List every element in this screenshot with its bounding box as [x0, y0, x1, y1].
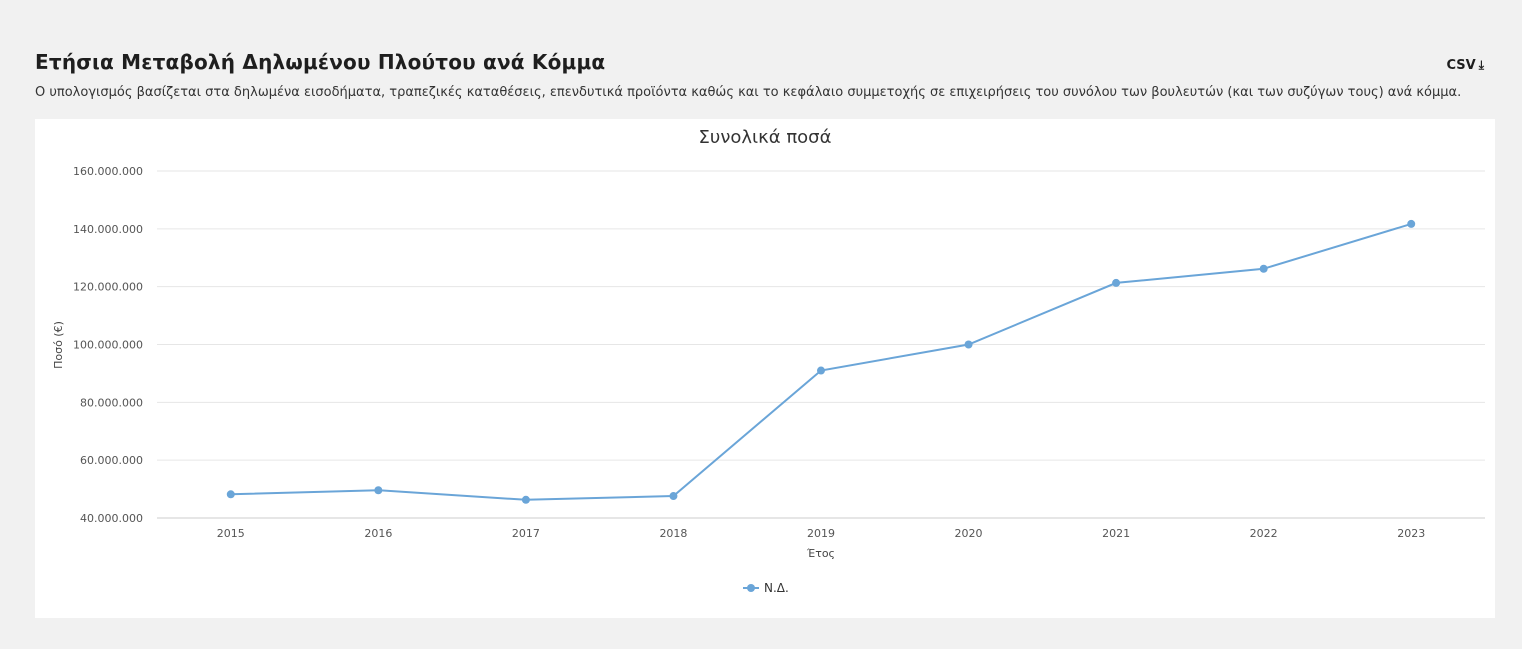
csv-download-button[interactable]: CSV ⤓ — [1446, 58, 1484, 73]
data-point — [817, 366, 825, 375]
page-title: Ετήσια Μεταβολή Δηλωμένου Πλούτου ανά Κό… — [35, 50, 606, 74]
y-axis-title: Ποσό (€) — [52, 321, 65, 369]
x-tick-label: 2022 — [1250, 527, 1278, 540]
y-tick-label: 60.000.000 — [80, 454, 143, 467]
data-point — [1407, 219, 1416, 228]
data-point — [521, 495, 530, 504]
y-tick-label: 120.000.000 — [73, 281, 143, 294]
csv-label: CSV — [1446, 58, 1476, 73]
chart-grid — [157, 170, 1485, 519]
data-point — [669, 492, 678, 501]
legend-label: Ν.Δ. — [764, 581, 789, 595]
x-axis: 2015 2016 2017 2018 2019 2020 2021 2022 2023 — [217, 527, 1425, 540]
chart-series — [226, 219, 1416, 504]
x-tick-label: 2017 — [512, 527, 540, 540]
chart-header: Ετήσια Μεταβολή Δηλωμένου Πλούτου ανά Κό… — [35, 50, 1490, 110]
y-tick-label: 80.000.000 — [80, 396, 143, 409]
download-icon: ⤓ — [1478, 58, 1484, 72]
y-tick-label: 40.000.000 — [80, 512, 143, 525]
x-tick-label: 2015 — [217, 527, 245, 540]
legend-point-marker — [747, 584, 755, 592]
chart-legend: Ν.Δ. — [743, 581, 789, 595]
line-chart: Συνολικά ποσά 40.000.000 60.000.000 80.000… — [52, 127, 1485, 595]
y-tick-label: 100.000.000 — [73, 339, 143, 352]
series-line — [230, 222, 1412, 501]
x-axis-title: Έτος — [806, 547, 835, 560]
chart-card: Συνολικά ποσά 40.000.000 60.000.000 80.000… — [35, 119, 1495, 618]
data-point — [226, 490, 235, 499]
x-tick-label: 2021 — [1102, 527, 1130, 540]
data-point — [374, 486, 383, 495]
x-tick-label: 2016 — [364, 527, 392, 540]
data-point — [1259, 264, 1268, 273]
data-point — [1112, 278, 1121, 287]
x-tick-label: 2020 — [955, 527, 983, 540]
y-tick-label: 160.000.000 — [73, 165, 143, 178]
page-subtitle: Ο υπολογισμός βασίζεται στα δηλωμένα εισ… — [35, 85, 1462, 100]
x-tick-label: 2023 — [1397, 527, 1425, 540]
chart-title: Συνολικά ποσά — [699, 127, 832, 148]
x-tick-label: 2018 — [659, 527, 687, 540]
y-tick-label: 140.000.000 — [73, 223, 143, 236]
data-point — [964, 340, 973, 349]
y-axis: 40.000.000 60.000.000 80.000.000 100.000.00… — [73, 165, 143, 525]
x-tick-label: 2019 — [807, 527, 835, 540]
